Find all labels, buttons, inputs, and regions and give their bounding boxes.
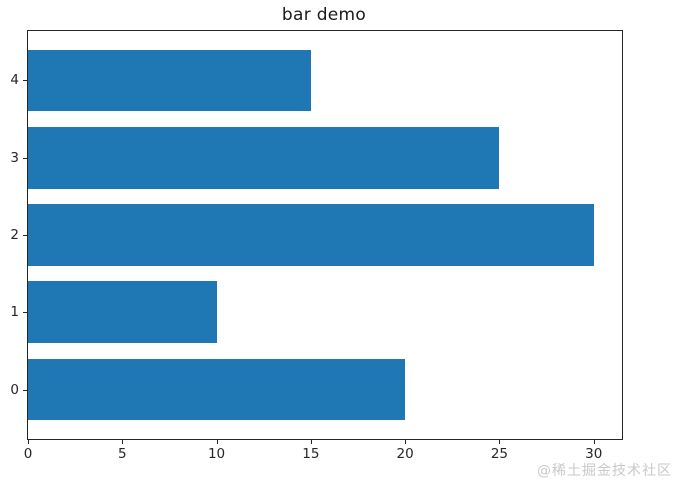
x-tick-label: 15 bbox=[302, 446, 320, 462]
x-tick-mark bbox=[310, 440, 312, 444]
x-tick-label: 5 bbox=[117, 446, 127, 462]
y-tick-label: 0 bbox=[10, 381, 19, 398]
x-tick-label: 30 bbox=[585, 446, 603, 462]
y-tick-label: 3 bbox=[10, 149, 19, 166]
x-tick-mark bbox=[28, 440, 29, 444]
y-tick-label: 2 bbox=[10, 227, 19, 243]
chart-title: bar demo bbox=[281, 5, 367, 25]
y-tick-mark bbox=[23, 312, 27, 314]
y-tick-mark bbox=[23, 389, 27, 391]
bar-2 bbox=[28, 204, 594, 266]
y-tick-label: 1 bbox=[10, 304, 19, 321]
x-tick-mark bbox=[405, 440, 407, 444]
x-tick-mark bbox=[122, 440, 124, 444]
bar-0 bbox=[28, 358, 406, 421]
x-tick-label: 0 bbox=[23, 446, 33, 462]
watermark: @稀土掘金技术社区 bbox=[537, 463, 672, 479]
x-tick-mark bbox=[499, 440, 501, 444]
x-tick-label: 20 bbox=[396, 446, 414, 462]
x-tick-label: 10 bbox=[207, 446, 226, 462]
y-tick-mark bbox=[23, 235, 27, 236]
x-tick-label: 25 bbox=[490, 446, 509, 462]
y-tick-mark bbox=[23, 157, 27, 159]
y-tick-label: 4 bbox=[10, 72, 19, 89]
plot-area: 0 5 10 15 20 25 30 0 1 2 3 4 bbox=[10, 30, 623, 462]
bar-4 bbox=[28, 49, 311, 112]
bar-1 bbox=[28, 281, 217, 344]
bar-3 bbox=[28, 126, 500, 189]
y-tick-mark bbox=[23, 80, 27, 82]
x-tick-mark bbox=[216, 440, 218, 444]
x-tick-mark bbox=[593, 440, 595, 444]
